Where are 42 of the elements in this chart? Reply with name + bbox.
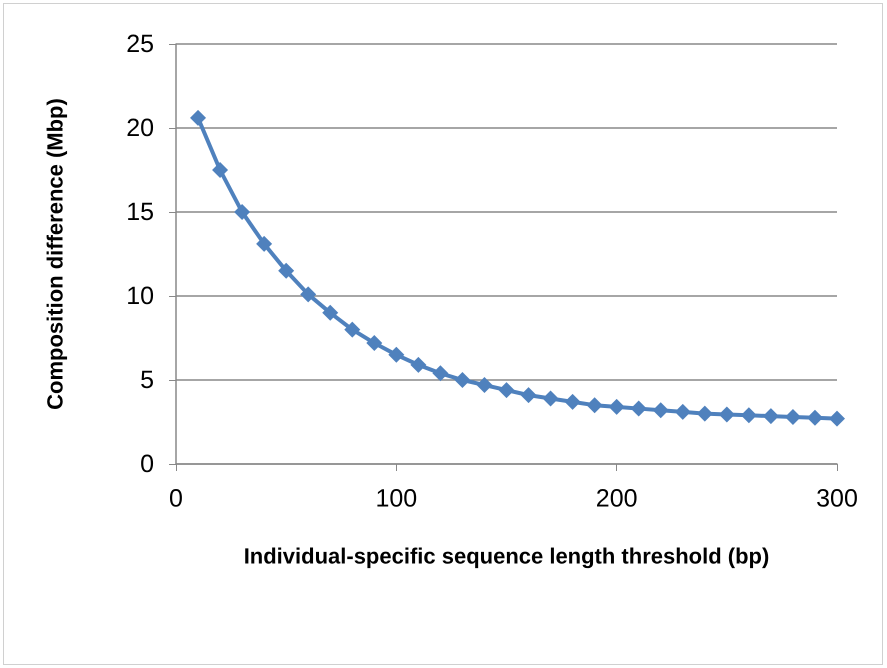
y-tick-label: 0 [140,450,154,478]
point [366,335,382,352]
point [344,322,360,338]
point [740,407,757,424]
y-tick-label: 5 [140,366,154,394]
point [190,110,206,126]
point [322,304,338,321]
x-tick-label: 200 [596,484,638,512]
point [674,404,691,420]
point [586,397,603,414]
point [696,406,713,422]
y-tick-label: 15 [126,198,154,226]
point [806,410,823,426]
point [454,372,470,388]
point [256,236,272,252]
y-axis-title: Composition difference (Mbp) [42,98,68,410]
point [520,387,537,404]
point [432,365,448,382]
x-axis-title: Individual-specific sequence length threshold (bp) [244,544,770,568]
point [608,398,625,415]
point [652,402,669,418]
point [630,400,647,417]
point [784,408,801,425]
point [542,390,559,406]
point [410,356,426,373]
point [234,204,250,220]
y-tick-label: 25 [126,30,154,58]
x-tick-label: 100 [375,484,418,512]
x-tick-label: 0 [169,484,183,512]
point [718,406,735,422]
point [762,408,779,424]
y-tick-label: 20 [126,114,154,142]
y-tick-label: 10 [126,282,154,310]
point [564,394,581,410]
point [829,410,845,427]
point [498,382,514,398]
point [476,377,492,394]
point [300,286,316,302]
point [278,262,294,279]
point [388,346,404,363]
x-tick-label: 300 [816,484,858,512]
point [212,162,228,178]
